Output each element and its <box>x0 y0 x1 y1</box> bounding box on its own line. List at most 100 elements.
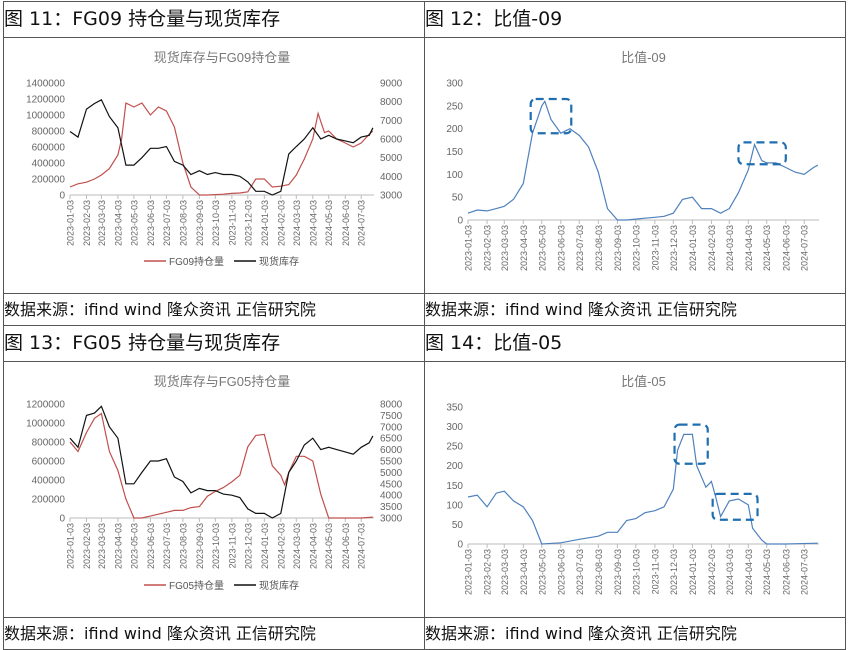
y-tick-label: 200000 <box>32 175 66 186</box>
y2-tick-label: 7000 <box>380 422 403 433</box>
x-tick-label: 2023-04-03 <box>113 523 123 569</box>
x-tick-label: 2023-02-03 <box>483 549 493 595</box>
y-tick-label: 200000 <box>32 495 66 506</box>
x-tick-label: 2024-01-03 <box>260 200 270 246</box>
figure-13-source: 数据来源：ifind wind 隆众资讯 正信研究院 <box>3 617 425 650</box>
x-tick-label: 2023-03-03 <box>97 523 107 569</box>
y2-tick-label: 6000 <box>380 445 403 456</box>
figure-11-source: 数据来源：ifind wind 隆众资讯 正信研究院 <box>3 293 425 326</box>
y2-tick-label: 6500 <box>380 434 403 445</box>
x-tick-label: 2024-07-03 <box>357 523 367 569</box>
y-tick-label: 50 <box>452 520 464 531</box>
x-tick-label: 2023-07-03 <box>575 549 585 595</box>
x-tick-label: 2023-06-03 <box>146 523 156 569</box>
x-tick-label: 2024-02-03 <box>276 200 286 246</box>
y2-tick-label: 5500 <box>380 457 403 468</box>
x-tick-label: 2023-02-03 <box>483 225 493 271</box>
chart-fg09-position-inventory: 现货库存与FG09持仓量 0 200000 400000 600000 800000 100… <box>26 50 403 268</box>
series-line-2 <box>69 405 374 519</box>
x-tick-label: 2024-04-03 <box>744 549 754 595</box>
legend-label: 现货库存 <box>259 255 299 268</box>
x-tick-label: 2023-01-03 <box>66 200 76 246</box>
legend-label: FG09持仓量 <box>169 255 224 268</box>
y2-tick-label: 5000 <box>380 153 403 164</box>
x-tick-label: 2024-03-03 <box>725 225 735 271</box>
y2-tick-label: 7500 <box>380 411 403 422</box>
x-tick-label: 2023-11-03 <box>227 523 237 568</box>
y2-tick-label: 4500 <box>380 479 403 490</box>
x-tick-label: 2023-12-03 <box>669 549 679 595</box>
figure-14-title: 图 14：比值-05 <box>424 325 846 362</box>
x-tick-label: 2024-07-03 <box>800 549 810 595</box>
y2-tick-label: 4000 <box>380 172 403 183</box>
legend-label: FG05持仓量 <box>169 579 224 592</box>
x-tick-label: 2023-01-03 <box>66 523 76 569</box>
figure-11-title: 图 11：FG09 持仓量与现货库存 <box>3 1 425 38</box>
y-tick-label: 0 <box>457 216 463 227</box>
x-tick-label: 2024-07-03 <box>357 200 367 246</box>
y-tick-label: 150 <box>446 481 463 492</box>
x-tick-label: 2024-02-03 <box>707 549 717 595</box>
x-tick-label: 2024-01-03 <box>688 225 698 271</box>
x-tick-label: 2023-09-03 <box>613 549 623 595</box>
x-tick-label: 2024-06-03 <box>781 225 791 271</box>
x-tick-label: 2023-10-03 <box>211 200 221 246</box>
y-tick-label: 600000 <box>32 457 66 468</box>
highlight-box <box>711 492 759 521</box>
y2-tick-label: 4000 <box>380 491 403 502</box>
series-line-1 <box>69 102 374 196</box>
x-tick-label: 2024-01-03 <box>688 549 698 595</box>
x-tick-label: 2023-12-03 <box>669 225 679 271</box>
chart-fg05-position-inventory: 现货库存与FG05持仓量 0 200000 400000 600000 800000 100… <box>26 374 403 592</box>
x-tick-label: 2023-10-03 <box>211 523 221 569</box>
x-tick-label: 2023-12-03 <box>243 200 253 246</box>
x-tick-label: 2023-04-03 <box>113 200 123 246</box>
series-line-1 <box>467 433 818 545</box>
x-tick-label: 2023-04-03 <box>519 549 529 595</box>
figure-13-title: 图 13：FG05 持仓量与现货库存 <box>3 325 425 362</box>
x-tick-label: 2024-05-03 <box>324 523 334 569</box>
y-tick-label: 100 <box>446 500 463 511</box>
y-tick-label: 300 <box>446 422 463 433</box>
x-tick-label: 2024-05-03 <box>762 225 772 271</box>
x-tick-label: 2024-02-03 <box>707 225 717 271</box>
x-tick-label: 2023-09-03 <box>613 225 623 271</box>
x-tick-label: 2023-05-03 <box>129 200 139 246</box>
y-tick-label: 0 <box>457 540 463 551</box>
chart-title: 比值-09 <box>621 50 666 65</box>
x-tick-label: 2023-02-03 <box>82 200 92 246</box>
x-tick-label: 2023-11-03 <box>650 225 660 270</box>
x-tick-label: 2023-01-03 <box>464 225 474 271</box>
chart-title: 现货库存与FG09持仓量 <box>154 50 291 65</box>
x-tick-label: 2024-04-03 <box>744 225 754 271</box>
y-tick-label: 1400000 <box>26 79 65 90</box>
series-line-1 <box>467 99 819 221</box>
y2-tick-label: 9000 <box>380 79 403 90</box>
x-tick-label: 2023-11-03 <box>650 549 660 594</box>
x-tick-label: 2023-07-03 <box>162 200 172 246</box>
y-tick-label: 600000 <box>32 143 66 154</box>
x-tick-label: 2023-06-03 <box>556 225 566 271</box>
y-tick-label: 800000 <box>32 127 66 138</box>
y2-tick-label: 5000 <box>380 468 403 479</box>
highlight-box <box>529 97 573 135</box>
y-tick-label: 350 <box>446 403 463 414</box>
figure-12-title: 图 12：比值-09 <box>424 1 846 38</box>
figure-14-source: 数据来源：ifind wind 隆众资讯 正信研究院 <box>424 617 846 650</box>
x-tick-label: 2023-08-03 <box>178 200 188 246</box>
x-tick-label: 2024-03-03 <box>292 523 302 569</box>
x-tick-label: 2024-02-03 <box>276 523 286 569</box>
x-tick-label: 2024-06-03 <box>781 549 791 595</box>
x-tick-label: 2023-03-03 <box>500 225 510 271</box>
y2-tick-label: 3000 <box>380 514 403 525</box>
y-tick-label: 0 <box>59 191 65 202</box>
y-tick-label: 1000000 <box>26 111 65 122</box>
y-tick-label: 250 <box>446 442 463 453</box>
y-tick-label: 200 <box>446 124 463 135</box>
chart-ratio-09: 比值-09 0 50 100 150 200 250 300 2023-01-03 2023-02… <box>446 50 819 271</box>
y-tick-label: 300 <box>446 79 463 90</box>
legend-label: 现货库存 <box>259 579 299 592</box>
x-tick-label: 2023-09-03 <box>195 200 205 246</box>
chart-title: 比值-05 <box>621 374 666 389</box>
